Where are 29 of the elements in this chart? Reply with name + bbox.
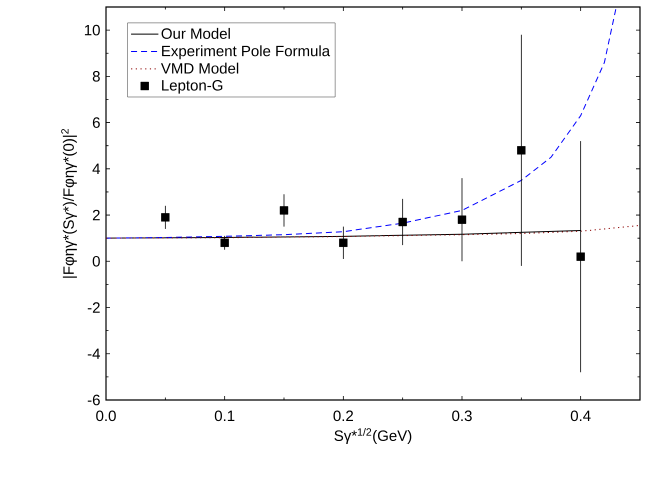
legend-label: Lepton-G	[162, 80, 222, 94]
legend-label: Experiment Pole Formula	[162, 45, 330, 60]
x-axis-title: Sγ*$^{1/2}$(GeV)	[334, 428, 412, 444]
y-axis-title: |Fφηγ*(Sγ*)/Fφηγ*(0)|$^{2}$	[61, 128, 77, 278]
point	[220, 238, 229, 247]
y-tick-label: 10	[84, 24, 100, 36]
y-tick-label: -2	[88, 302, 100, 313]
y-tick-label: -6	[88, 394, 100, 406]
y-tick-label: -4	[88, 348, 100, 359]
point	[517, 146, 526, 155]
x-tick-label: 0.0	[96, 410, 116, 422]
legend-label: Our Model	[162, 28, 230, 39]
y-tick-label: 2	[92, 210, 100, 220]
y-tick-label: 0	[92, 256, 100, 267]
x-tick-label: 0.2	[333, 410, 354, 422]
y-tick-label: 4	[92, 164, 100, 174]
x-tick-label: 0.3	[452, 410, 472, 422]
line-series	[106, 7, 617, 239]
point	[280, 206, 288, 215]
point	[339, 238, 348, 247]
point	[161, 213, 170, 222]
point	[576, 252, 585, 261]
point	[398, 218, 407, 226]
y-tick-label: 6	[92, 117, 100, 128]
x-tick-label: 0.1	[214, 410, 234, 422]
y-tick-label: 8	[92, 71, 100, 82]
legend-label: VMD Model	[160, 62, 238, 74]
x-tick-label: 0.4	[570, 410, 591, 422]
point	[458, 215, 466, 224]
